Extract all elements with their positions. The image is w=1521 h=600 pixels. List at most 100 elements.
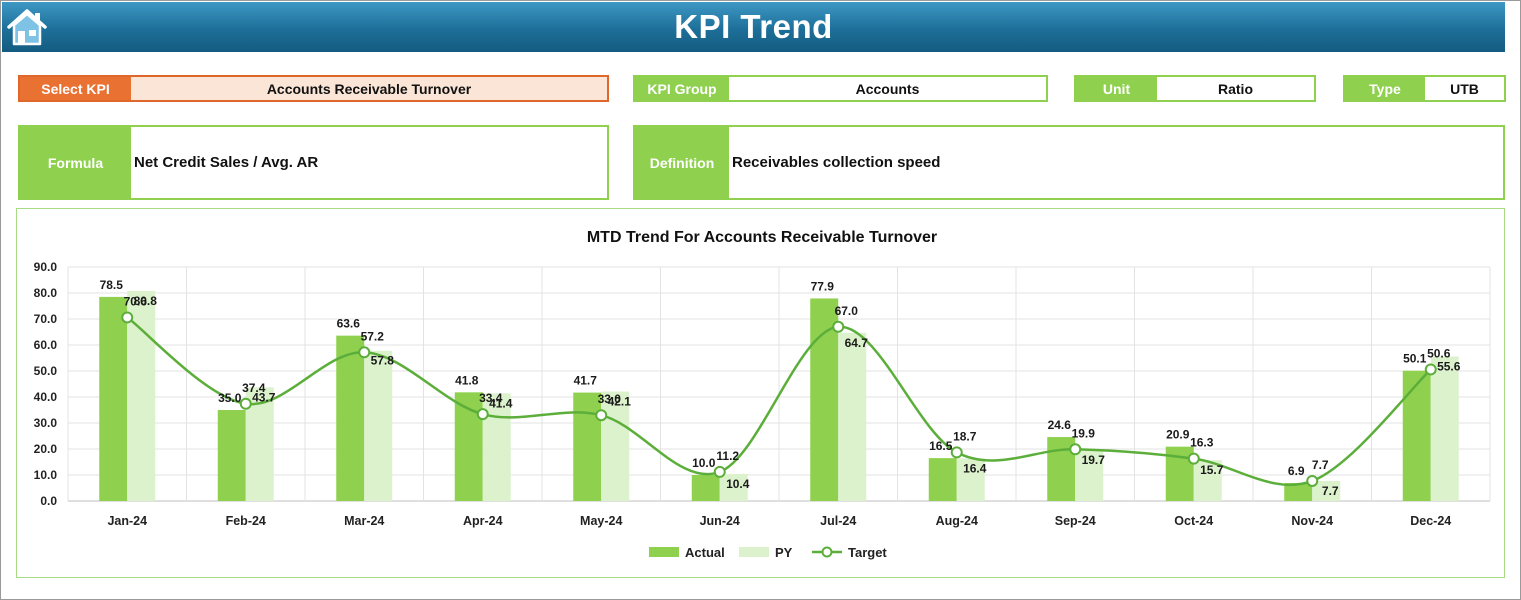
data-label-actual: 6.9 xyxy=(1288,464,1305,478)
bar-actual xyxy=(1284,483,1313,501)
y-tick-label: 50.0 xyxy=(34,364,58,378)
target-marker xyxy=(1069,443,1082,456)
y-tick-label: 80.0 xyxy=(34,286,58,300)
x-tick-label: Jan-24 xyxy=(107,514,147,528)
y-tick-label: 30.0 xyxy=(34,416,58,430)
data-label-target: 11.2 xyxy=(716,449,739,463)
bar-actual xyxy=(928,458,957,501)
data-label-py: 80.8 xyxy=(134,294,158,308)
y-tick-label: 70.0 xyxy=(34,312,58,326)
unit-value: Ratio xyxy=(1218,80,1253,97)
kpi-group-value: Accounts xyxy=(855,80,920,97)
bar-py xyxy=(364,350,393,501)
x-tick-label: Dec-24 xyxy=(1410,514,1451,528)
kpi-group-label: KPI Group xyxy=(635,77,729,100)
bar-py xyxy=(127,290,156,501)
legend-marker-target xyxy=(821,546,833,558)
x-tick-label: Aug-24 xyxy=(936,514,978,528)
target-marker xyxy=(121,311,134,324)
page-title: KPI Trend xyxy=(674,8,833,45)
unit-field: Unit Ratio xyxy=(1074,75,1316,102)
chart-legend: Actual PY Target xyxy=(649,545,887,560)
data-label-py: 42.1 xyxy=(608,395,632,409)
kpi-group-field: KPI Group Accounts xyxy=(633,75,1048,102)
bar-py xyxy=(838,332,867,501)
select-kpi-label: Select KPI xyxy=(20,77,131,100)
data-label-actual: 10.0 xyxy=(692,456,716,470)
type-field: Type UTB xyxy=(1343,75,1506,102)
target-marker xyxy=(713,465,726,478)
home-icon[interactable] xyxy=(6,7,48,47)
y-tick-label: 90.0 xyxy=(34,260,58,274)
data-label-target: 19.9 xyxy=(1072,426,1096,440)
data-label-py: 10.4 xyxy=(726,477,750,491)
bar-py xyxy=(1075,449,1104,501)
bar-actual xyxy=(217,410,246,501)
data-label-py: 57.8 xyxy=(371,354,395,368)
data-label-actual: 41.8 xyxy=(455,373,479,387)
data-label-py: 19.7 xyxy=(1082,453,1106,467)
data-label-target: 7.7 xyxy=(1312,458,1329,472)
data-label-py: 16.4 xyxy=(963,461,987,475)
bar-actual xyxy=(573,392,602,501)
data-label-target: 18.7 xyxy=(953,429,977,443)
bar-py xyxy=(601,391,630,501)
x-tick-label: Feb-24 xyxy=(226,514,266,528)
data-label-actual: 77.9 xyxy=(811,279,835,293)
bar-actual xyxy=(691,475,720,501)
x-tick-label: Nov-24 xyxy=(1291,514,1333,528)
legend-swatch-py xyxy=(739,547,769,557)
bar-actual xyxy=(336,335,365,501)
legend-swatch-actual xyxy=(649,547,679,557)
mtd-trend-chart: MTD Trend For Accounts Receivable Turnov… xyxy=(34,229,1491,560)
bar-py xyxy=(956,458,985,501)
chart-title: MTD Trend For Accounts Receivable Turnov… xyxy=(587,229,937,246)
unit-label: Unit xyxy=(1076,77,1157,100)
page-header: KPI Trend xyxy=(2,2,1505,52)
x-tick-label: Jul-24 xyxy=(820,514,856,528)
bar-py xyxy=(1312,480,1341,501)
x-tick-label: Jun-24 xyxy=(700,514,740,528)
y-tick-label: 20.0 xyxy=(34,442,58,456)
data-label-target: 50.6 xyxy=(1427,346,1451,360)
data-label-actual: 41.7 xyxy=(574,374,598,388)
legend-label-actual: Actual xyxy=(685,545,725,560)
target-marker xyxy=(950,446,963,459)
data-label-py: 41.4 xyxy=(489,396,513,410)
definition-value: Receivables collection speed xyxy=(732,154,941,171)
data-label-target: 57.2 xyxy=(361,329,385,343)
legend-label-py: PY xyxy=(775,545,793,560)
data-label-actual: 16.5 xyxy=(929,439,953,453)
bar-actual xyxy=(99,296,128,501)
bar-actual xyxy=(1402,370,1431,501)
y-tick-label: 10.0 xyxy=(34,468,58,482)
data-label-actual: 20.9 xyxy=(1166,428,1190,442)
data-label-py: 7.7 xyxy=(1322,484,1339,498)
select-kpi-value[interactable]: Accounts Receivable Turnover xyxy=(131,77,607,100)
data-label-actual: 50.1 xyxy=(1403,352,1427,366)
target-marker xyxy=(832,320,845,333)
select-kpi-field[interactable]: Select KPI Accounts Receivable Turnover xyxy=(18,75,609,102)
y-tick-label: 60.0 xyxy=(34,338,58,352)
data-label-target: 33.0 xyxy=(598,392,622,406)
data-label-py: 15.7 xyxy=(1200,463,1224,477)
definition-label: Definition xyxy=(635,127,729,198)
target-marker xyxy=(358,346,371,359)
formula-label: Formula xyxy=(20,127,131,198)
target-marker xyxy=(1187,452,1200,465)
type-label: Type xyxy=(1345,77,1425,100)
x-tick-label: Sep-24 xyxy=(1055,514,1096,528)
legend-label-target: Target xyxy=(848,545,887,560)
x-tick-label: May-24 xyxy=(580,514,622,528)
formula-value: Net Credit Sales / Avg. AR xyxy=(134,154,319,171)
y-tick-label: 0.0 xyxy=(40,494,57,508)
data-label-target: 70.6 xyxy=(124,294,148,308)
definition-field: Definition Receivables collection speed xyxy=(633,125,1505,200)
chart-container: MTD Trend For Accounts Receivable Turnov… xyxy=(16,208,1505,578)
target-marker xyxy=(239,397,252,410)
y-tick-label: 40.0 xyxy=(34,390,58,404)
x-tick-label: Oct-24 xyxy=(1174,514,1213,528)
target-marker xyxy=(595,409,608,422)
bar-py xyxy=(1193,460,1222,501)
data-label-py: 43.7 xyxy=(252,390,276,404)
